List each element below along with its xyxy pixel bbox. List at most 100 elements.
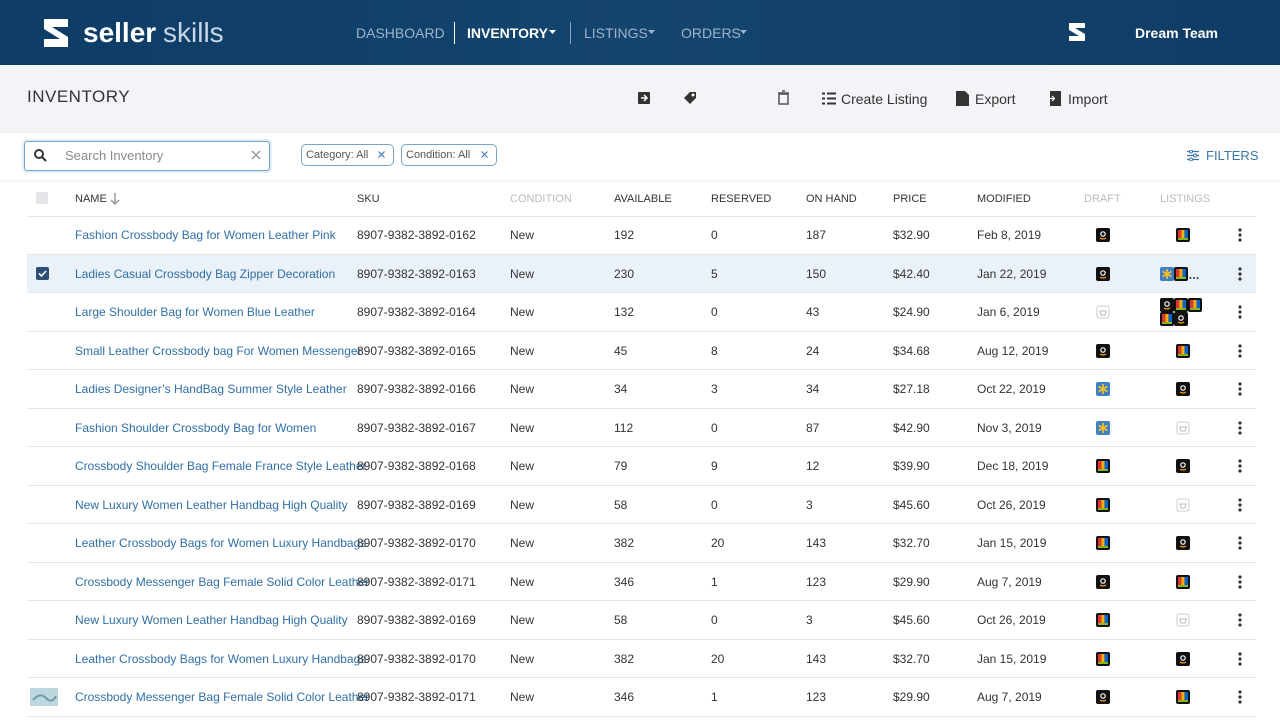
clear-search[interactable] xyxy=(251,150,261,160)
channel-icon xyxy=(1096,382,1110,396)
cell: 8907-9382-3892-0164 xyxy=(357,304,476,320)
channel-icon xyxy=(1188,298,1202,312)
delete-button[interactable] xyxy=(777,90,790,105)
cell: 8907-9382-3892-0165 xyxy=(357,343,476,359)
nav-divider xyxy=(570,22,571,44)
product-name[interactable]: Ladies Casual Crossbody Bag Zipper Decor… xyxy=(75,266,335,282)
column-header[interactable]: RESERVED xyxy=(711,191,771,207)
logo-icon xyxy=(38,15,74,51)
cell: New xyxy=(510,497,534,513)
cell: New xyxy=(510,227,534,243)
action-button[interactable]: Import xyxy=(1068,91,1108,107)
row-menu[interactable] xyxy=(1237,228,1243,242)
row-menu[interactable] xyxy=(1237,305,1243,319)
column-header[interactable]: PRICE xyxy=(893,191,927,207)
tag-button[interactable] xyxy=(682,90,698,106)
column-header[interactable]: MODIFIED xyxy=(977,191,1031,207)
cell: 9 xyxy=(711,458,718,474)
chip-remove[interactable] xyxy=(481,151,488,158)
filters-icon[interactable] xyxy=(1187,150,1199,161)
cell: 20 xyxy=(711,651,724,667)
nav-item[interactable]: ORDERS xyxy=(681,25,741,41)
nav-divider xyxy=(454,22,455,44)
product-name[interactable]: Crossbody Messenger Bag Female Solid Col… xyxy=(75,574,369,590)
cell: 45 xyxy=(614,343,627,359)
cell: 382 xyxy=(614,535,634,551)
row-menu[interactable] xyxy=(1237,613,1243,627)
product-name[interactable]: Leather Crossbody Bags for Women Luxury … xyxy=(75,651,366,667)
product-name[interactable]: Fashion Shoulder Crossbody Bag for Women xyxy=(75,420,316,436)
cell: $45.60 xyxy=(893,612,930,628)
filters-button[interactable]: FILTERS xyxy=(1206,148,1259,164)
product-name[interactable]: Fashion Crossbody Bag for Women Leather … xyxy=(75,227,336,243)
channel-icon xyxy=(1096,459,1110,473)
user-name[interactable]: Dream Team xyxy=(1135,25,1218,41)
cell: Nov 3, 2019 xyxy=(977,420,1042,436)
row-menu[interactable] xyxy=(1237,459,1243,473)
product-name[interactable]: New Luxury Women Leather Handbag High Qu… xyxy=(75,612,348,628)
column-header[interactable]: ON HAND xyxy=(806,191,857,207)
cell: $39.90 xyxy=(893,458,930,474)
nav-item[interactable]: DASHBOARD xyxy=(356,25,445,41)
channel-icon xyxy=(1176,536,1190,550)
channel-icon xyxy=(1176,421,1190,435)
action-button[interactable]: Export xyxy=(975,91,1015,107)
product-name[interactable]: New Luxury Women Leather Handbag High Qu… xyxy=(75,497,348,513)
nav-item[interactable]: LISTINGS xyxy=(584,25,648,41)
action-button[interactable]: Create Listing xyxy=(841,91,927,107)
product-name[interactable]: Crossbody Messenger Bag Female Solid Col… xyxy=(75,689,369,705)
column-header[interactable]: CONDITION xyxy=(510,191,572,207)
chip-label[interactable]: Category: All xyxy=(306,147,368,163)
export-icon[interactable] xyxy=(956,91,969,106)
row-menu[interactable] xyxy=(1237,498,1243,512)
nav-item[interactable]: INVENTORY xyxy=(467,25,548,41)
row-menu[interactable] xyxy=(1237,344,1243,358)
row-menu[interactable] xyxy=(1237,382,1243,396)
team-icon[interactable] xyxy=(1066,21,1088,43)
row-menu[interactable] xyxy=(1237,267,1243,281)
row-menu[interactable] xyxy=(1237,575,1243,589)
row-menu[interactable] xyxy=(1237,690,1243,704)
product-name[interactable]: Leather Crossbody Bags for Women Luxury … xyxy=(75,535,366,551)
channel-icon xyxy=(1174,267,1188,281)
cell: New xyxy=(510,420,534,436)
product-name[interactable]: Crossbody Shoulder Bag Female France Sty… xyxy=(75,458,367,474)
row-menu[interactable] xyxy=(1237,421,1243,435)
channel-icon xyxy=(1096,613,1110,627)
column-header: LISTINGS xyxy=(1160,191,1210,207)
product-name[interactable]: Ladies Designer’s HandBag Summer Style L… xyxy=(75,381,347,397)
list-icon[interactable] xyxy=(822,92,836,105)
cell: 8907-9382-3892-0167 xyxy=(357,420,476,436)
channel-icon xyxy=(1096,690,1110,704)
import-icon[interactable] xyxy=(1047,91,1062,106)
header-checkbox[interactable] xyxy=(36,192,48,204)
product-name[interactable]: Small Leather Crossbody bag For Women Me… xyxy=(75,343,362,359)
cell: New xyxy=(510,304,534,320)
cell: $42.40 xyxy=(893,266,930,282)
cell: Aug 7, 2019 xyxy=(977,689,1042,705)
chip-remove[interactable] xyxy=(378,151,385,158)
column-header[interactable]: NAME xyxy=(75,191,107,207)
cell: 346 xyxy=(614,689,634,705)
cell: 34 xyxy=(614,381,627,397)
chip-label[interactable]: Condition: All xyxy=(406,147,470,163)
column-header[interactable]: SKU xyxy=(357,191,380,207)
channel-icon xyxy=(1176,690,1190,704)
cell: 3 xyxy=(806,497,813,513)
cell: 143 xyxy=(806,651,826,667)
row-menu[interactable] xyxy=(1237,652,1243,666)
move-button[interactable] xyxy=(637,91,651,105)
channel-icon xyxy=(1176,344,1190,358)
row-checkbox[interactable] xyxy=(36,267,49,280)
cell: 0 xyxy=(711,497,718,513)
cell: 112 xyxy=(614,420,633,436)
search-placeholder[interactable]: Search Inventory xyxy=(65,148,163,164)
cell: 58 xyxy=(614,612,627,628)
cell: 87 xyxy=(806,420,819,436)
product-name[interactable]: Large Shoulder Bag for Women Blue Leathe… xyxy=(75,304,315,320)
cell: 3 xyxy=(711,381,718,397)
channel-icon xyxy=(1174,298,1188,312)
row-menu[interactable] xyxy=(1237,536,1243,550)
column-header[interactable]: AVAILABLE xyxy=(614,191,672,207)
